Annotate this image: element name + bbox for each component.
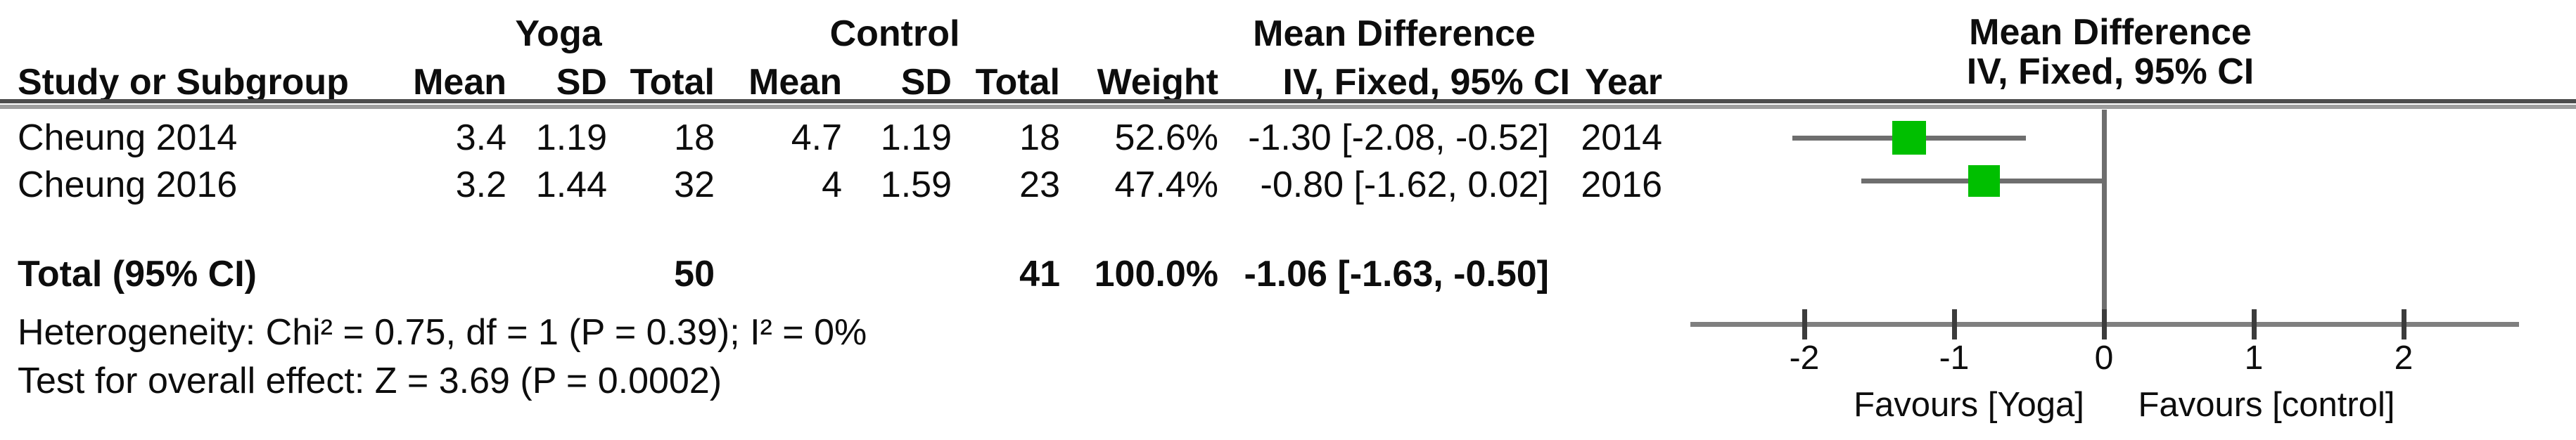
year-value: 2016: [1581, 164, 1662, 205]
yoga-mean-value: 3.4: [455, 117, 506, 158]
group-header-yoga: Yoga: [515, 13, 602, 54]
favours-left-label: Favours [Yoga]: [1854, 386, 2084, 424]
yoga-mean-value: 3.2: [455, 164, 506, 205]
total-yoga-total: 50: [674, 254, 715, 295]
effect-square-marker: [1968, 164, 2001, 197]
plot-header-subtitle: IV, Fixed, 95% CI: [1966, 51, 2255, 92]
x-axis-tick: [2401, 309, 2406, 339]
col-header-ci: IV, Fixed, 95% CI: [1282, 62, 1570, 103]
col-header-yoga-total: Total: [630, 62, 715, 103]
header-rule-light: [0, 105, 2576, 109]
x-axis-tick-label: 2: [2394, 339, 2414, 377]
yoga-total-value: 32: [674, 164, 715, 205]
effect-square-marker: [1892, 121, 1927, 155]
col-header-weight: Weight: [1097, 62, 1218, 103]
x-axis-tick: [2251, 309, 2257, 339]
group-header-mean-difference: Mean Difference: [1253, 13, 1536, 54]
col-header-study: Study or Subgroup: [18, 62, 349, 103]
col-header-control-total: Total: [975, 62, 1060, 103]
group-header-control: Control: [829, 13, 960, 54]
yoga-total-value: 18: [674, 117, 715, 158]
total-control-total: 41: [1019, 254, 1060, 295]
weight-value: 47.4%: [1114, 164, 1218, 205]
col-header-control-sd: SD: [900, 62, 952, 103]
total-weight: 100.0%: [1094, 254, 1218, 295]
weight-value: 52.6%: [1114, 117, 1218, 158]
ci-value: -0.80 [-1.62, 0.02]: [1260, 164, 1550, 205]
x-axis-tick-label: 0: [2094, 339, 2114, 377]
year-value: 2014: [1581, 117, 1662, 158]
control-sd-value: 1.19: [880, 117, 952, 158]
control-total-value: 23: [1019, 164, 1060, 205]
control-total-value: 18: [1019, 117, 1060, 158]
yoga-sd-value: 1.44: [535, 164, 607, 205]
x-axis-tick-label: -1: [1939, 339, 1970, 377]
x-axis-tick: [2101, 309, 2107, 339]
zero-line: [2101, 110, 2107, 339]
total-ci: -1.06 [-1.63, -0.50]: [1244, 254, 1549, 295]
x-axis-tick: [1802, 309, 1807, 339]
total-label: Total (95% CI): [18, 254, 257, 295]
favours-right-label: Favours [control]: [2138, 386, 2395, 424]
col-header-yoga-mean: Mean: [413, 62, 506, 103]
study-name: Cheung 2014: [18, 117, 238, 158]
control-mean-value: 4.7: [791, 117, 842, 158]
header-rule-dark: [0, 99, 2576, 103]
x-axis-tick: [1951, 309, 1957, 339]
x-axis-tick-label: -2: [1789, 339, 1820, 377]
overall-effect-text: Test for overall effect: Z = 3.69 (P = 0…: [18, 361, 722, 401]
heterogeneity-text: Heterogeneity: Chi² = 0.75, df = 1 (P = …: [18, 312, 867, 353]
plot-header-title: Mean Difference: [1969, 12, 2252, 53]
control-sd-value: 1.59: [880, 164, 952, 205]
yoga-sd-value: 1.19: [535, 117, 607, 158]
col-header-year: Year: [1585, 62, 1662, 103]
control-mean-value: 4: [822, 164, 842, 205]
ci-value: -1.30 [-2.08, -0.52]: [1248, 117, 1549, 158]
col-header-control-mean: Mean: [748, 62, 842, 103]
col-header-yoga-sd: SD: [556, 62, 607, 103]
study-name: Cheung 2016: [18, 164, 238, 205]
x-axis-tick-label: 1: [2244, 339, 2264, 377]
